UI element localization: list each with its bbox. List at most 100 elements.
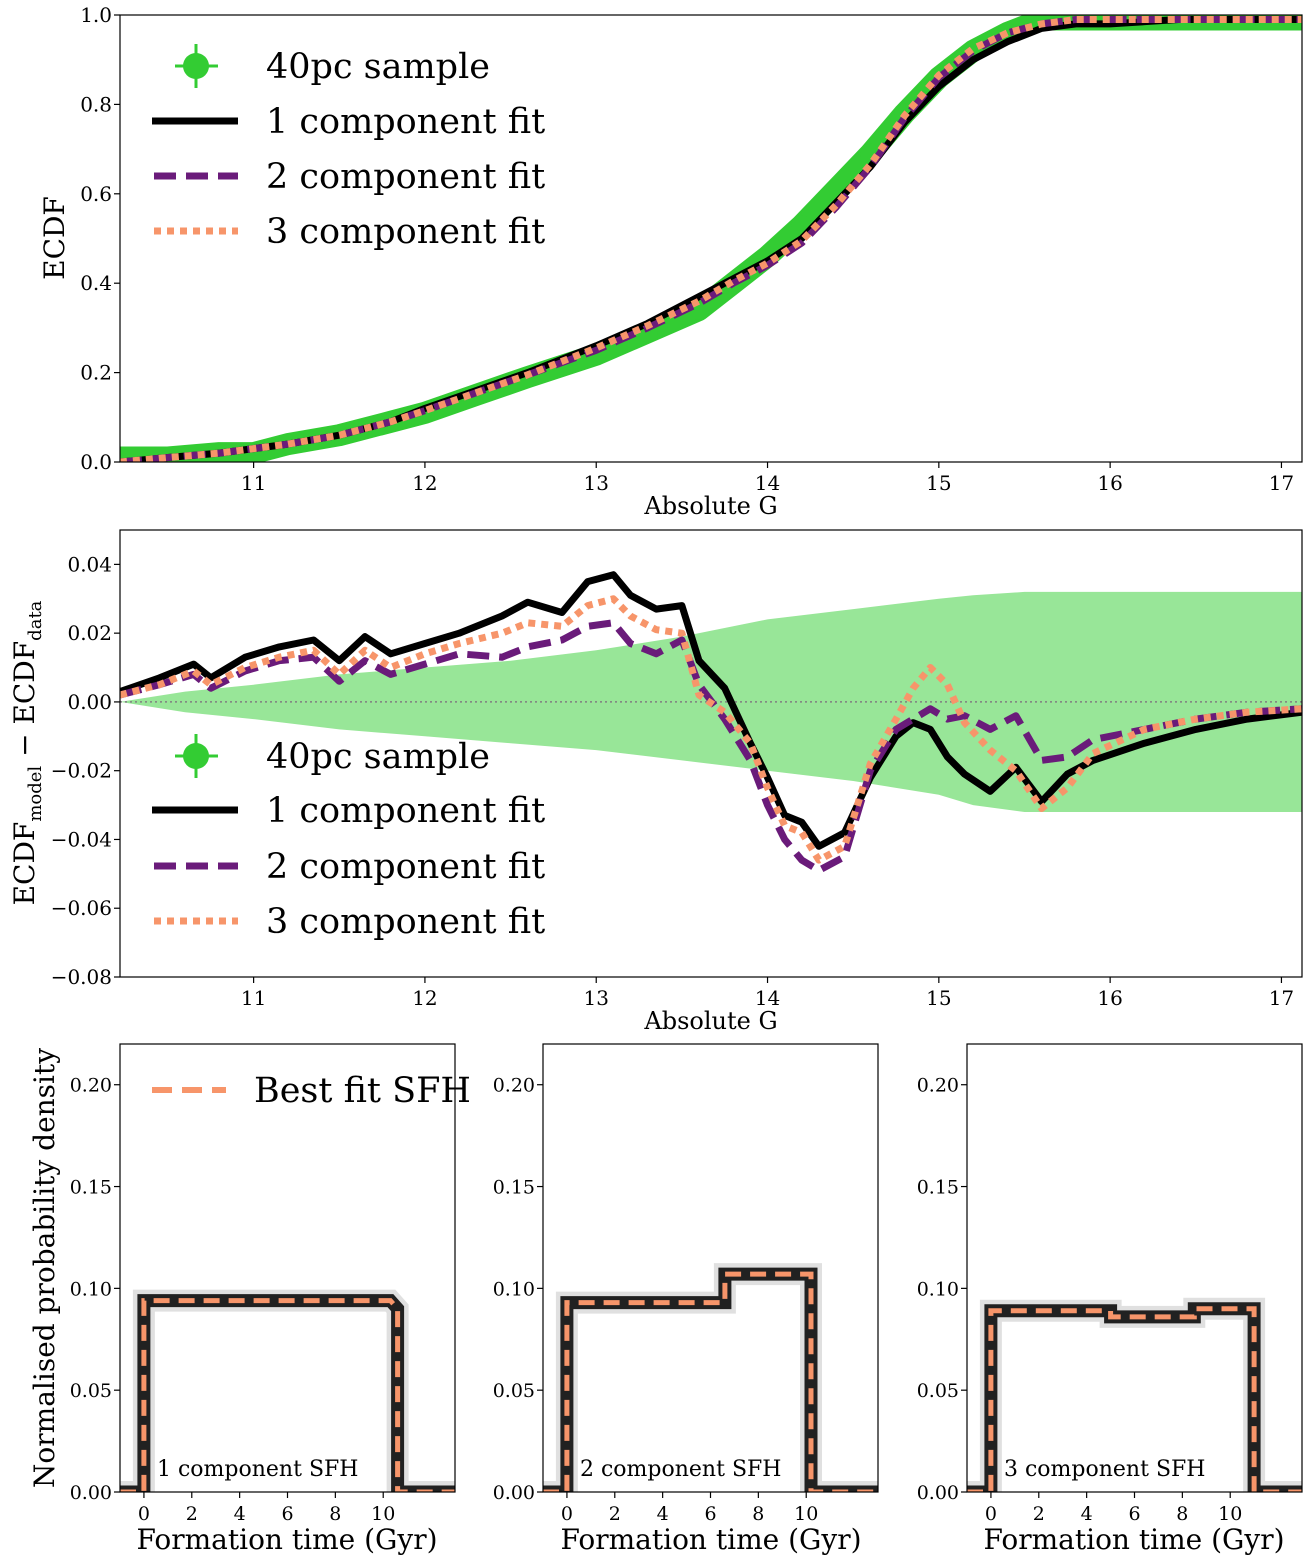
- x-tick-label: 2: [609, 1503, 621, 1525]
- sfh3-annotation: 3 component SFH: [1004, 1457, 1205, 1482]
- sfh1-x-axis-label: Formation time (Gyr): [136, 1523, 437, 1556]
- x-tick-label: 0: [138, 1503, 150, 1525]
- legend-sample-label: 40pc sample: [266, 47, 490, 87]
- x-tick-label: 2: [186, 1503, 198, 1525]
- y-tick-label: 0.15: [917, 1177, 959, 1199]
- ecdf-panel: 11 12 13 14 15 16 17 0.0 0.2 0.4 0.6 0.8 1.0 Absolut…: [38, 3, 1303, 520]
- legend-fit1-label: 1 component fit: [266, 102, 545, 142]
- y-tick-label: 0.10: [70, 1278, 112, 1300]
- sfh3-panel: 0 2 4 6 8 10 0.00 0.05 0.10 0.15 0.20 3 component …: [917, 1043, 1303, 1556]
- ecdf-ticks: 11 12 13 14 15 16 17 0.0 0.2 0.4 0.6 0.8 1.0: [80, 3, 1294, 495]
- residual-panel: 11 12 13 14 15 16 17 0.04 0.02 0.00 −0.02 −0.04 −0.0…: [8, 529, 1303, 1035]
- ecdf-series-group: [120, 15, 1302, 462]
- y-tick-label: 0.05: [917, 1380, 959, 1402]
- fit2-series-line: [120, 16, 1302, 462]
- legend-fit3-label: 3 component fit: [266, 902, 545, 942]
- x-tick-label: 6: [1128, 1503, 1140, 1525]
- sfh1-plot-area: [120, 1289, 455, 1492]
- y-tick-label: 0.02: [67, 621, 112, 645]
- best-fit-sfh-line: [543, 1271, 878, 1492]
- x-tick-label: 8: [1176, 1503, 1188, 1525]
- legend-bestfit-label: Best fit SFH: [254, 1071, 471, 1111]
- y-tick-label: 0.15: [493, 1177, 535, 1199]
- x-tick-label: 15: [926, 986, 951, 1010]
- sfh1-annotation: 1 component SFH: [157, 1457, 358, 1482]
- fit2-residual-line: [120, 619, 1302, 874]
- sfh2-x-axis-label: Formation time (Gyr): [560, 1523, 861, 1556]
- y-tick-label: 0.00: [70, 1482, 112, 1504]
- sfh-y-axis-label: Normalised probability density: [28, 1048, 61, 1488]
- sfh-series-group: [967, 1297, 1302, 1492]
- sfh2-panel: 0 2 4 6 8 10 0.00 0.05 0.10 0.15 0.20 2 component …: [493, 1043, 879, 1556]
- y-tick-label: 0.10: [493, 1278, 535, 1300]
- best-fit-sfh-line: [120, 1298, 455, 1492]
- y-tick-label: 0.6: [80, 182, 112, 206]
- ecdf-y-axis-label: ECDF: [38, 196, 71, 280]
- ecdf-x-axis-label: Absolute G: [643, 492, 777, 520]
- sfh1-panel: 0 2 4 6 8 10 0.00 0.05 0.10 0.15 0.20 1 component …: [28, 1043, 471, 1556]
- x-tick-label: 11: [241, 471, 266, 495]
- residual-plot-area: [120, 571, 1302, 874]
- y-tick-label: 0.15: [70, 1177, 112, 1199]
- x-tick-label: 10: [371, 1503, 395, 1525]
- y-tick-label: 0.0: [80, 450, 112, 474]
- x-tick-label: 14: [755, 986, 780, 1010]
- x-tick-label: 0: [985, 1503, 997, 1525]
- x-tick-label: 0: [561, 1503, 573, 1525]
- y-tick-label: −0.04: [51, 827, 112, 851]
- x-tick-label: 15: [926, 471, 951, 495]
- y-tick-label: 0.00: [67, 690, 112, 714]
- x-tick-label: 14: [755, 471, 780, 495]
- sfh2-ticks: 0 2 4 6 8 10 0.00 0.05 0.10 0.15 0.20: [493, 1075, 819, 1525]
- y-tick-label: −0.02: [51, 759, 112, 783]
- x-tick-label: 11: [241, 986, 266, 1010]
- y-tick-label: 0.20: [917, 1075, 959, 1097]
- x-tick-label: 12: [412, 471, 437, 495]
- residual-x-axis-label: Absolute G: [643, 1007, 777, 1035]
- legend-fit3-label: 3 component fit: [266, 212, 545, 252]
- residual-legend: 40pc sample 1 component fit 2 component …: [152, 734, 545, 942]
- y-tick-label: −0.08: [51, 965, 112, 989]
- sfh-series-group: [543, 1263, 878, 1492]
- y-tick-label: −0.06: [51, 896, 112, 920]
- sfh2-annotation: 2 component SFH: [580, 1457, 781, 1482]
- x-tick-label: 8: [752, 1503, 764, 1525]
- ecdf-legend: 40pc sample 1 component fit 2 component …: [152, 44, 545, 252]
- x-tick-label: 10: [794, 1503, 818, 1525]
- x-tick-label: 6: [281, 1503, 293, 1525]
- legend-fit2-label: 2 component fit: [266, 847, 545, 887]
- x-tick-label: 2: [1033, 1503, 1045, 1525]
- y-tick-label: 0.20: [493, 1075, 535, 1097]
- x-tick-label: 13: [583, 471, 608, 495]
- x-tick-label: 13: [583, 986, 608, 1010]
- x-tick-label: 4: [657, 1503, 669, 1525]
- x-tick-label: 12: [412, 986, 437, 1010]
- sfh3-x-axis-label: Formation time (Gyr): [983, 1523, 1284, 1556]
- sfh2-plot-area: [543, 1263, 878, 1492]
- sfh1-ticks: 0 2 4 6 8 10 0.00 0.05 0.10 0.15 0.20: [70, 1075, 396, 1525]
- best-fit-sfh-line: [967, 1306, 1302, 1492]
- x-tick-label: 4: [234, 1503, 246, 1525]
- y-tick-label: 0.05: [493, 1380, 535, 1402]
- x-tick-label: 16: [1097, 471, 1122, 495]
- legend-sample-marker: [175, 44, 218, 88]
- sfh3-ticks: 0 2 4 6 8 10 0.00 0.05 0.10 0.15 0.20: [917, 1075, 1243, 1525]
- y-tick-label: 0.00: [917, 1482, 959, 1504]
- y-tick-label: 0.05: [70, 1380, 112, 1402]
- x-tick-label: 4: [1081, 1503, 1093, 1525]
- y-tick-label: 0.2: [80, 361, 112, 385]
- sfh-series-group: [120, 1289, 455, 1492]
- y-tick-label: 0.10: [917, 1278, 959, 1300]
- ecdf-frame: [119, 14, 1303, 463]
- legend-fit1-label: 1 component fit: [266, 791, 545, 831]
- sfh3-plot-area: [967, 1297, 1302, 1492]
- legend-fit2-label: 2 component fit: [266, 157, 545, 197]
- y-tick-label: 1.0: [80, 3, 112, 27]
- residual-series-group: [120, 571, 1302, 874]
- legend-sample-marker: [175, 734, 218, 778]
- y-tick-label: 0.00: [493, 1482, 535, 1504]
- fit3-series-line: [120, 16, 1302, 462]
- y-tick-label: 0.8: [80, 92, 112, 116]
- residual-y-axis-label: ECDFmodel − ECDFdata: [8, 600, 46, 905]
